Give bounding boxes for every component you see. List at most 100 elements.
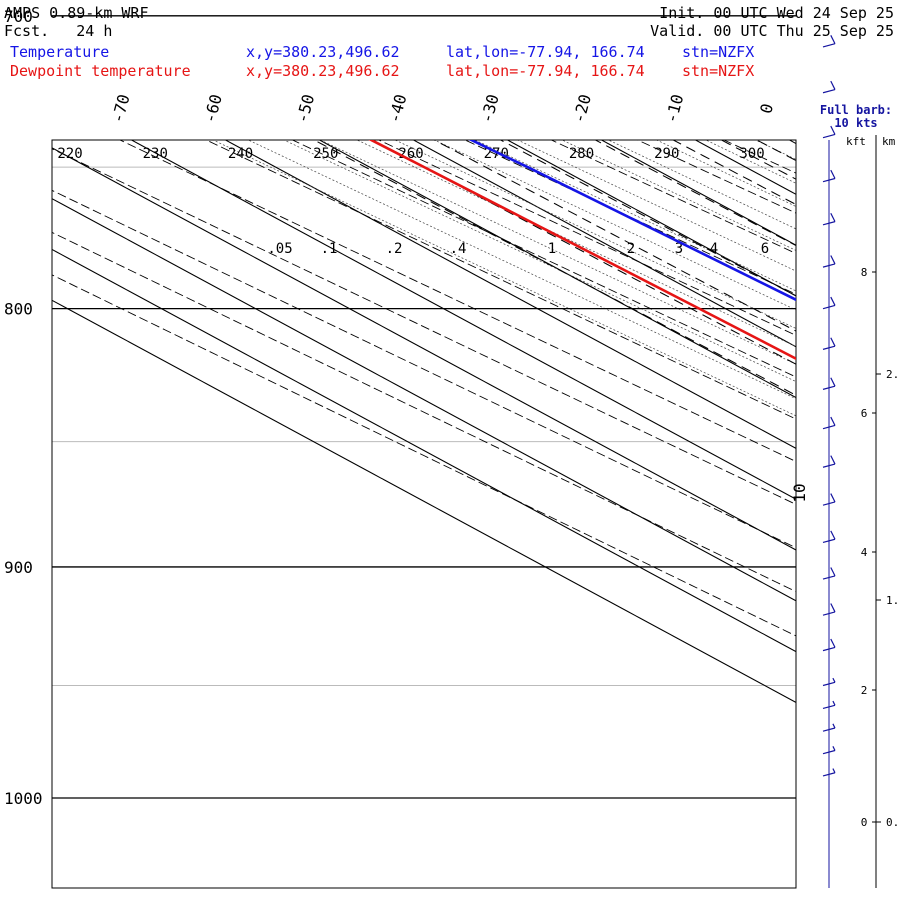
wind-barb-staff: [822, 772, 836, 777]
wind-barb-flag: [830, 337, 836, 347]
kft-label: 0: [861, 816, 868, 829]
mixing-ratio-label: .05: [267, 241, 292, 257]
mixing-ratio-label: .2: [386, 241, 403, 257]
moist-adiabat-line: [319, 140, 796, 365]
wind-barb-staff: [822, 538, 836, 544]
pressure-label: 800: [4, 300, 33, 319]
isotherm-label: -10: [661, 92, 687, 125]
mixing-ratio-line: [672, 140, 796, 206]
moist-adiabat-line: [516, 140, 796, 272]
dry-adiabat-line: [118, 140, 796, 463]
mixing-ratio-line: [371, 140, 796, 365]
init-time: Init. 00 UTC Wed 24 Sep 25: [659, 4, 894, 22]
isotherm-line: [52, 147, 796, 551]
wind-barb-staff: [822, 749, 836, 755]
mixing-ratio-label: 4: [710, 241, 718, 257]
isotherm-line: [130, 140, 796, 500]
wind-barb-staff: [822, 501, 836, 506]
wind-column: Full barb:10 kts kft km 8 6 4 2 0 2. 1. 0.: [820, 35, 899, 888]
wind-barb-staff: [822, 88, 836, 94]
mixing-ratio-line: [805, 138, 900, 888]
wind-barb-staff: [822, 611, 836, 616]
wind-barb-flag: [830, 125, 836, 135]
moist-adiabat-line: [850, 138, 900, 888]
dry-adiabat-line: [52, 189, 796, 549]
dry-adiabat-line: [52, 231, 796, 593]
legend-temperature-station: stn=NZFX: [682, 43, 755, 61]
model-title: AMPS 0.89-km WRF: [4, 4, 149, 22]
moist-adiabat-line: [607, 140, 796, 230]
theta-label: 240: [228, 146, 253, 162]
dry-adiabat-line: [52, 274, 796, 637]
wind-barb-staff: [822, 263, 836, 268]
pressure-label: 700: [4, 7, 33, 26]
moist-adiabat-line: [356, 140, 796, 347]
theta-label: 250: [313, 146, 338, 162]
wind-barb-flag: [830, 212, 836, 222]
moist-adiabat-line: [283, 140, 796, 382]
wind-barb-flag: [830, 530, 836, 540]
isotherm-label: -50: [292, 92, 318, 125]
wind-barb-flag: [830, 296, 836, 306]
dry-adiabat-line: [291, 140, 796, 378]
legend-dewpoint-xy: x,y=380.23,496.62: [246, 62, 400, 80]
isotherm-line: [506, 140, 796, 297]
mixing-ratio-label: 1: [548, 241, 556, 257]
pressure-label: 1000: [4, 789, 43, 808]
wind-barb-staff: [822, 133, 836, 139]
moist-adiabat-line: [655, 140, 796, 207]
moist-adiabat-line: [433, 140, 796, 311]
wind-barb-staff: [822, 463, 836, 468]
wind-barb-flag: [832, 746, 836, 751]
theta-label: 230: [143, 146, 168, 162]
wind-barb-flag: [830, 80, 836, 90]
wind-barb-staff: [822, 304, 836, 310]
chart-labels: 700 800 900 1000 -70 -60 -50 -40 -30 -20 -10 0 10 220…: [4, 7, 809, 808]
isotherm-label: -20: [569, 92, 595, 125]
moist-adiabat-line: [212, 140, 796, 417]
isotherm-line: [52, 248, 796, 653]
wind-barb-staff: [822, 575, 836, 580]
wind-barb-staff: [822, 704, 836, 710]
theta-label: 220: [57, 146, 82, 162]
pressure-label: 900: [4, 558, 33, 577]
legend-temperature-xy: x,y=380.23,496.62: [246, 43, 400, 61]
isotherm-label: -70: [108, 92, 134, 125]
wind-barb-flag: [832, 723, 836, 729]
dry-adiabat-line: [892, 138, 900, 888]
km-label: 1.: [886, 594, 899, 607]
plot-frame: [51, 15, 797, 889]
wind-barb-staff: [822, 43, 836, 48]
wind-barb-flag: [830, 567, 836, 577]
temperature-profile: [468, 140, 796, 302]
mixing-ratio-label: .1: [321, 241, 338, 257]
wind-barb-flag: [830, 416, 836, 426]
moist-adiabat-line: [474, 140, 796, 292]
dry-adiabat-line: [464, 140, 796, 295]
isotherm-label: -40: [385, 92, 411, 125]
dewpoint-profile: [368, 140, 796, 361]
isotherm-line: [318, 140, 796, 399]
wind-barb-flag: [830, 603, 836, 613]
kft-axis-title: kft: [846, 135, 866, 148]
plot-border: [51, 139, 797, 889]
full-barb-speed: 10 kts: [834, 116, 877, 130]
moist-adiabat-line: [247, 140, 796, 400]
moist-adiabat-line: [561, 140, 796, 251]
km-label: 0.: [886, 816, 899, 829]
isotherm-line: [52, 299, 796, 704]
wind-barb-flag: [830, 638, 836, 648]
km-axis-title: km: [882, 135, 896, 148]
moist-adiabat-line: [801, 138, 900, 888]
isotherm-label: -60: [200, 92, 226, 125]
wind-barb-flag: [830, 255, 836, 265]
full-barb-label: Full barb:: [820, 103, 892, 117]
legend-temperature-label: Temperature: [10, 43, 110, 61]
valid-time: Valid. 00 UTC Thu 25 Sep 25: [650, 22, 894, 40]
wind-barb-staff: [822, 385, 836, 390]
isotherm-line: [788, 140, 796, 145]
wind-barb-flag: [830, 169, 836, 179]
dry-adiabat-line: [550, 140, 796, 254]
isotherm-line: [224, 140, 796, 449]
